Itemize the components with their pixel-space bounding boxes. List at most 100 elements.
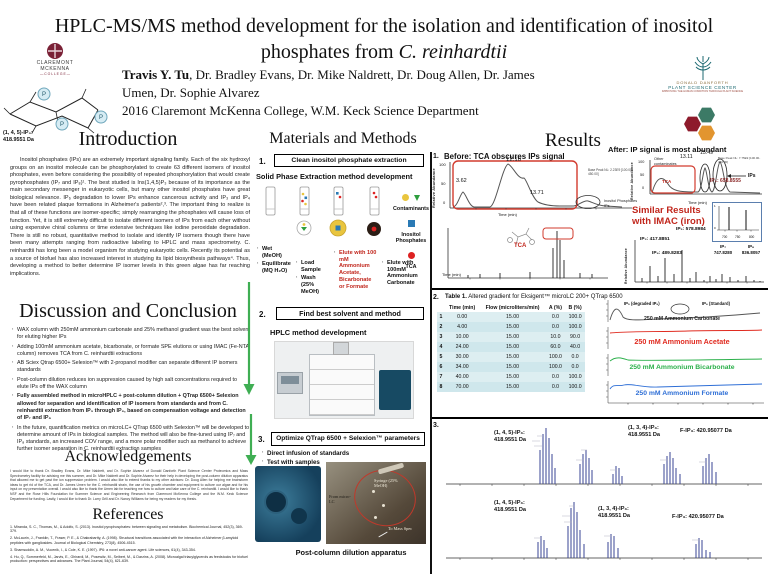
ip6-standard-annotation: IP₆ (Standard) xyxy=(702,301,730,306)
svg-text:P: P xyxy=(99,115,103,121)
cmc-crest-icon xyxy=(47,43,63,59)
before-y0: 0 xyxy=(443,200,446,205)
reference-item: 3. Shamsuddin, A. M., Vucenik, I., & Col… xyxy=(10,547,196,552)
cmc-logo: CLAREMONT MCKENNA — C O L L E G E — xyxy=(22,42,88,76)
mass-spec-port xyxy=(264,490,288,514)
mass-spec-knob xyxy=(291,508,307,524)
after-y-axis-label: Relative Abundance xyxy=(630,162,634,200)
ms-ip4-label: IP₄: 489.8283 xyxy=(652,251,682,256)
table1-caption-bold: Table 1. xyxy=(445,294,467,300)
ms-ip5-label: IP₅: 578.8984 xyxy=(676,227,706,232)
b-cell: 0.0 xyxy=(565,362,585,372)
row-num: 6 xyxy=(437,362,445,372)
discussion-heading: Discussion and Conclusion xyxy=(19,300,237,322)
results-divider-2 xyxy=(432,417,768,420)
b-cell: 90.0 xyxy=(565,332,585,342)
spec2-left-label: (1, 4, 5)-IP₃: 418.9551 Da xyxy=(494,500,538,514)
spe-step: Elute with 100mM Ammonium Carbonate xyxy=(382,260,428,287)
spe-step-col4: Elute with 100mM Ammonium Carbonate xyxy=(382,260,428,289)
reference-item: 2. McLaurin, J., Franklin, T., Fraser, P… xyxy=(10,536,239,545)
inset-tick-700: 700 xyxy=(722,235,728,239)
step1-title-box: Clean inositol phosphate extraction xyxy=(274,154,424,167)
acknowledgements-body: I would like to thank Dr. Bradley Evans,… xyxy=(10,469,248,501)
time-cell: 40.00 xyxy=(444,372,480,382)
spe-step: Load Sample xyxy=(296,260,330,273)
solvent-comparison-strips: IP₅ (degraded IP₆) IP₆ (Standard) 250 mM… xyxy=(598,298,766,406)
degraded-ip5-annotation: IP₅ (degraded IP₆) xyxy=(624,301,660,306)
after-chromatogram-plot xyxy=(649,158,762,195)
spec2-mid-line1: (1, 3, 4)-IP₃: xyxy=(598,506,629,512)
legend-ips-label: Inositol Phosphates xyxy=(395,232,427,245)
after-y100: 100 xyxy=(638,160,645,164)
discussion-bullets: WAX column with 250mM ammonium carbonate… xyxy=(12,327,250,456)
spe-step: Wet (MeOH) xyxy=(257,246,293,259)
danforth-tagline: IMPROVING THE HUMAN CONDITION THROUGH PL… xyxy=(661,90,744,93)
discussion-bullet: AB Sciex Qtrap 6500+ Selexion™ with 2-pr… xyxy=(12,360,250,375)
inset-y0: 0 xyxy=(714,226,716,230)
cov-spectrum-2 xyxy=(446,502,762,560)
spe-step-col3: Elute with 100 mM Ammonium Acetate, Bica… xyxy=(334,250,378,292)
to-mass-spec-arrow xyxy=(378,531,388,538)
discussion-bullet: Fully assembled method in microHPLC + po… xyxy=(12,393,250,422)
fitting-dot xyxy=(374,516,377,519)
row-num: 4 xyxy=(437,342,445,352)
results3-number: 3. xyxy=(433,422,439,429)
reference-item: 1. Miranda, S. C., Thomas, M., & Adolfo,… xyxy=(10,525,243,534)
cov-spectrum-1 xyxy=(446,428,762,486)
results-heading: Results xyxy=(545,130,601,151)
introduction-body: Inositol phosphates (IPs) are an extreme… xyxy=(10,157,250,277)
contaminant-circle-icon xyxy=(402,194,410,201)
inositol-molecule-diagram: P P P xyxy=(3,87,108,134)
gradient-table-header xyxy=(437,304,445,312)
before-base-peak: Base Peak NL: 2.23E9 [100.00-450.00] xyxy=(588,168,633,176)
before-peak-13-71: 13.71 xyxy=(530,190,544,196)
after-title: After: IP signal is most abundant xyxy=(608,145,727,154)
a-cell: 60.0 xyxy=(545,342,566,352)
before-y50: 50 xyxy=(441,181,446,186)
gradient-table: Time (min) Flow (microliters/min) A (%) B (… xyxy=(437,304,585,392)
title-line2-prefix: phosphates from xyxy=(260,41,394,63)
hplc-instrument-photo xyxy=(274,341,414,419)
step3-bullet: Direct infusion of standards xyxy=(262,450,392,457)
time-cell: 70.00 xyxy=(444,382,480,392)
keck-hexagons-icon xyxy=(684,107,715,141)
tca-circle-icon xyxy=(407,252,415,260)
step2-subtitle: HPLC method development xyxy=(270,328,367,337)
danforth-logo: DONALD DANFORTH PLANT SCIENCE CENTER IMP… xyxy=(645,56,760,93)
step3-bullet: Test with samples xyxy=(262,459,392,466)
before-x-axis-label: Time (min) xyxy=(498,212,517,217)
hplc-keypad xyxy=(277,372,303,394)
tubing-loop xyxy=(348,463,422,533)
before-zoom-x-axis-label: Time (min) xyxy=(442,272,461,277)
discussion-bullet: Adding 100mM ammonium acetate, bicarbona… xyxy=(12,344,250,359)
spe-step: Equilibrate (MQ H₂O) xyxy=(257,261,293,274)
workflow-arrow-down-1 xyxy=(243,282,255,395)
methods-heading: Materials and Methods xyxy=(269,130,417,147)
apparatus-caption: Post-column dilution apparatus xyxy=(295,548,407,557)
flow-cell: 15.00 xyxy=(479,372,546,382)
before-peak-3-62: 3.62 xyxy=(456,178,467,184)
spec1-mid-label: (1, 3, 4)-IP₃: 418.9551 Da xyxy=(628,425,674,439)
gradient-table-row: 8 70.00 15.00 0.0 100.0 xyxy=(437,382,585,392)
after-peak-15-49: 15.49 xyxy=(700,150,713,156)
hplc-autosampler-tray xyxy=(379,370,411,410)
inset-tick-800: 800 xyxy=(749,235,755,239)
time-cell: 0.00 xyxy=(444,312,480,322)
fitting-dot xyxy=(382,504,385,507)
flow-cell: 15.00 xyxy=(479,322,546,332)
danforth-name-2: PLANT SCIENCE CENTER xyxy=(668,85,737,90)
b-cell: 0.0 xyxy=(565,352,585,362)
workflow-arrow-down-2 xyxy=(245,414,257,465)
poster-title-line2: phosphates from C. reinhardtii xyxy=(0,41,768,64)
spe-step-elute-red: Elute with 100 mM Ammonium Acetate, Bica… xyxy=(334,250,378,290)
ip7-name: IP₇ xyxy=(720,244,726,249)
gradient-table-row: 3 10.00 15.00 10.0 90.0 xyxy=(437,332,585,342)
flow-cell: 15.00 xyxy=(479,352,546,362)
svg-text:P: P xyxy=(60,122,64,128)
results2-number: 2. xyxy=(433,294,439,301)
hplc-modules xyxy=(309,354,375,416)
time-cell: 10.00 xyxy=(444,332,480,342)
poster-title-line1: HPLC-MS/MS method development for the is… xyxy=(54,15,714,37)
discussion-bullet: WAX column with 250mM ammonium carbonate… xyxy=(12,327,250,342)
imac-mass-spectrum-plot xyxy=(634,240,764,284)
